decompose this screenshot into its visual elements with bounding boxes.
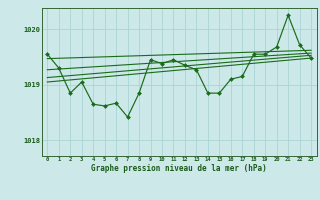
X-axis label: Graphe pression niveau de la mer (hPa): Graphe pression niveau de la mer (hPa) — [91, 164, 267, 173]
